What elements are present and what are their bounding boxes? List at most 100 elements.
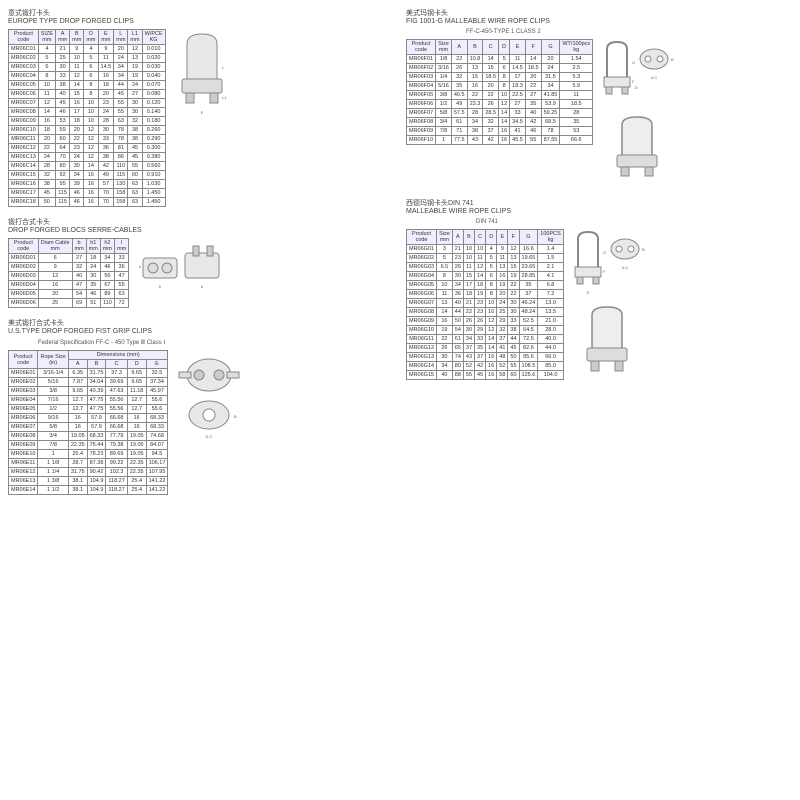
table-row: MR06E10125.478.2389.6919.0594.5 (9, 450, 168, 459)
table-row: MR06E111 1/828.787.3899.2222.35106.17 (9, 459, 168, 468)
table-row: MR06F045/16351620818.322345.9 (407, 82, 593, 91)
table-row: MR06E075/81657.966.681668.33 (9, 423, 168, 432)
table-row: MR06C025251051124130.020 (9, 54, 166, 63)
table-row: MR06C048331261634190.040 (9, 72, 166, 81)
table-row: MR06F075/857.52828.514334059.2528 (407, 109, 593, 118)
table-row: MR06E033/89.6540.3947.6311.1845.97 (9, 387, 168, 396)
table-row: MR06G036.52611125131523.652.1 (407, 263, 564, 272)
table-row: MR06C0611401582045270.080 (9, 90, 166, 99)
en-title: U.S.TYPE DROP FORGED FIST GRIP CLIPS (8, 328, 394, 335)
table-row: MR06F061/24923.32612273553.918.5 (407, 100, 593, 109)
svg-text:D C: D C (206, 434, 213, 439)
section-europe-clips: 意式锻打卡头 EUROPE TYPE DROP FORGED CLIPS Pro… (8, 8, 394, 207)
table-row: MR06F011/82210.81451114201.54 (407, 55, 593, 64)
table-header: F (525, 40, 541, 55)
svg-text:E: E (586, 290, 589, 295)
table-header: h1mm (86, 239, 100, 254)
table-row: MR06C163895391657130631.030 (9, 180, 166, 189)
table-row: MR06C1850115461670158631.450 (9, 198, 166, 207)
table-row: MR06D01627183433 (9, 254, 129, 263)
table-header: lmm (115, 239, 129, 254)
table-header: A (451, 40, 467, 55)
svg-text:A C: A C (651, 75, 658, 80)
table-row: MR06F10177.543421645.55587.5566.6 (407, 136, 593, 145)
svg-text:h: h (139, 264, 141, 269)
table-row: MR06E121 1/431.7590.42102.322.35107.95 (9, 468, 168, 477)
cn-title: 美式玛钢卡头 (406, 8, 792, 18)
svg-text:F: F (603, 269, 606, 274)
table-header: Diam Cablemm (38, 239, 72, 254)
diagram-fist-grip: D C B (174, 350, 244, 440)
svg-text:B: B (642, 247, 645, 252)
table-header: E (497, 230, 508, 245)
table-blocs-serre: ProductcodeDiam Cablemmbmmh1mmh2mmlmmMR0… (8, 238, 129, 308)
diagram-blocs-serre: h b b (135, 238, 225, 293)
table-header: Productcode (9, 30, 39, 45)
table-row: MR06E047/1612.747.7555.5612.755.6 (9, 396, 168, 405)
en-title: EUROPE TYPE DROP FORGED CLIPS (8, 18, 394, 25)
svg-text:E: E (200, 110, 203, 115)
diagram-din741: G F E B A C (570, 229, 645, 383)
section-din741: 西德玛钢卡头DIN 741 MALLEABLE WIRE ROPE CLIPS … (406, 198, 792, 383)
table-header: C (483, 40, 499, 55)
cn-title: 西德玛钢卡头DIN 741 (406, 198, 792, 208)
svg-text:L: L (222, 65, 225, 70)
table-row: MR06G0483015146161928.854.1 (407, 272, 564, 281)
table-row: MR06E083/419.0568.3377.7919.0574.68 (9, 432, 168, 441)
table-row: MR06D052054468963 (9, 290, 129, 299)
table-row: MR06G071340212310243046.2413.0 (407, 299, 564, 308)
section-fig1001g: 美式玛钢卡头 FIG 1001-G MALLEABLE WIRE ROPE CL… (406, 8, 792, 188)
table-row: MR06C13247024123886450.380 (9, 153, 166, 162)
table-header: D (486, 230, 497, 245)
diagram-fig1001g: G F B A C D (599, 39, 674, 188)
table-header: G (519, 230, 538, 245)
table-row: MR06F097/87138371641467853 (407, 127, 593, 136)
table-row: MR06C0510381481844240.070 (9, 81, 166, 90)
table-header: bmm (72, 239, 86, 254)
table-header: SIZEmm (38, 30, 55, 45)
table-row: MR06C1745115461670158631.450 (9, 189, 166, 198)
svg-text:D: D (635, 85, 638, 90)
table-fig1001g: ProductcodeSizemmABCDEFGWT/100pcskgMR06F… (406, 39, 593, 145)
table-row: MR06G091650262612293352.521.0 (407, 317, 564, 326)
table-header: B (467, 40, 483, 55)
table-row: MR06E025/167.8734.0439.699.6537.34 (9, 378, 168, 387)
table-row: MR06C11206022123378380.290 (9, 135, 166, 144)
table-row: MR06C08144617102455300.140 (9, 108, 166, 117)
table-header: Lmm (114, 30, 128, 45)
cn-title: 意式锻打卡头 (8, 8, 394, 18)
table-header: G (541, 40, 560, 55)
spec-note: DIN 741 (476, 219, 792, 225)
table-header: Emm (98, 30, 114, 45)
en-title: MALLEABLE WIRE ROPE CLIPS (406, 208, 792, 215)
table-row: MR06D031240305647 (9, 272, 129, 281)
table-row: MR06G051034171881922356.8 (407, 281, 564, 290)
table-row: MR06E069/161657.966.681668.33 (9, 414, 168, 423)
table-header: 100PCSkg (538, 230, 564, 245)
table-row: MR06E097/822.3575.4479.3819.0584.07 (9, 441, 168, 450)
table-row: MR06F083/46134321434.54268.535 (407, 118, 593, 127)
cn-title: 锻打合式卡头 (8, 217, 394, 227)
table-header: A (452, 230, 463, 245)
table-row: MR06C0363011614.534190.030 (9, 63, 166, 72)
svg-text:L1: L1 (222, 95, 227, 100)
section-blocs-serre: 锻打合式卡头 DROP FORGED BLOCS SERRE-CABLES Pr… (8, 217, 394, 308)
svg-text:b: b (201, 284, 204, 289)
table-header: B (463, 230, 474, 245)
table-row: MR06D0625695111072 (9, 299, 129, 308)
table-row: MR06C09165318102863320.180 (9, 117, 166, 126)
svg-text:A C: A C (622, 265, 629, 270)
spec-note: FF-C-450-TYPE 1 CLASS 2 (466, 29, 792, 35)
table-row: MR06F023/16261315614.518.5242.5 (407, 64, 593, 73)
svg-text:F: F (632, 79, 635, 84)
table-row: MR06F031/4321518.58172031.55.3 (407, 73, 593, 82)
en-title: DROP FORGED BLOCS SERRE-CABLES (8, 227, 394, 234)
table-row: MR06G133074433716485095.666.0 (407, 353, 564, 362)
table-row: MR06G101954302912323864.528.0 (407, 326, 564, 335)
table-row: MR06C10185920123078380.260 (9, 126, 166, 135)
cn-title: 美式锻打合式卡头 (8, 318, 394, 328)
table-header: Bmm (70, 30, 84, 45)
table-din741: ProductcodeSizemmABCDEFG100PCSkgMR06G013… (406, 229, 564, 380)
table-header: Productcode (407, 40, 436, 55)
table-header: C (475, 230, 486, 245)
